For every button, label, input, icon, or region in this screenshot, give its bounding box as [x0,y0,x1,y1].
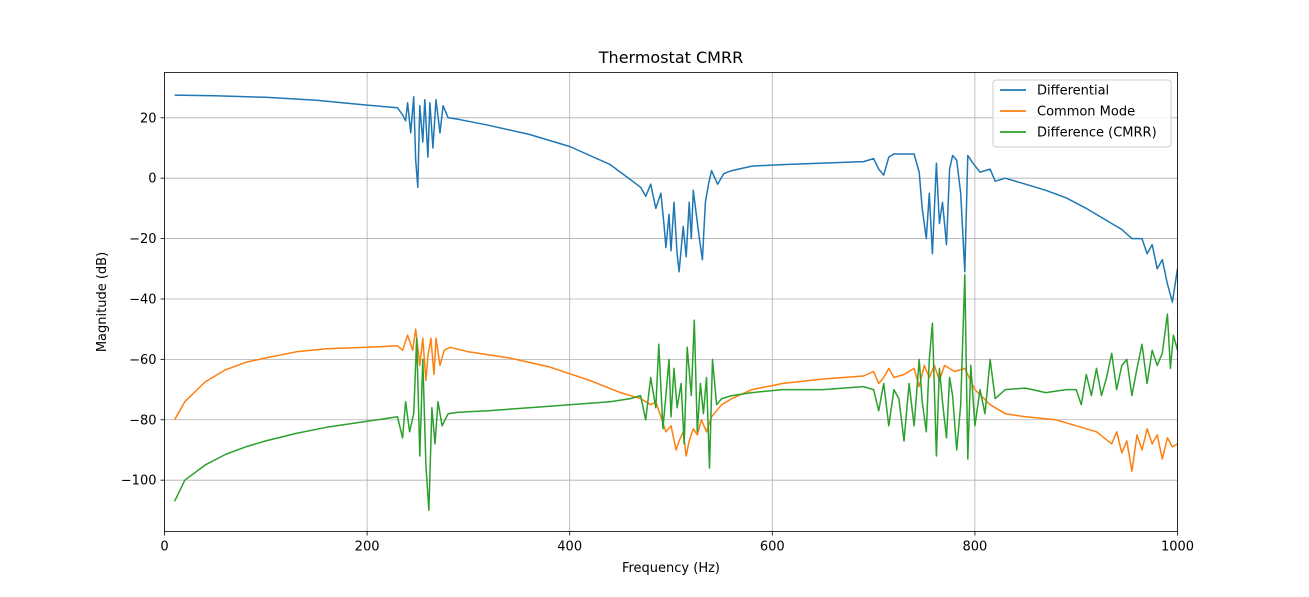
x-tick-label: 600 [760,540,785,555]
x-axis-label: Frequency (Hz) [622,561,720,576]
series-lines [173,94,1179,512]
plot-frame [164,72,1178,532]
y-tick-label: −100 [121,474,157,489]
y-tick-label: 0 [148,172,156,187]
y-tick-label: −20 [129,232,156,247]
x-tick-label: 400 [557,540,582,555]
legend-label-difference-cmrr: Difference (CMRR) [1037,126,1157,141]
x-tick-label: 800 [962,540,987,555]
series-line-difference-cmrr [173,274,1179,512]
y-tick-label: −80 [129,413,156,428]
y-tick-label: −40 [129,292,156,307]
y-tick-label: −60 [129,353,156,368]
y-tick-label: 20 [140,111,157,126]
legend: Differential Common Mode Difference (CMRR) [992,79,1172,148]
series-line-differential [174,94,1179,303]
axis-ticks: 0 200 400 600 800 1000 −100 −80 −60 −40 −20 0 20 [121,111,1194,554]
legend-label-differential: Differential [1037,84,1109,99]
x-tick-label: 1000 [1161,540,1194,555]
x-tick-label: 0 [160,540,168,555]
legend-box [992,79,1172,148]
y-axis-label: Magnitude (dB) [95,252,110,352]
legend-label-common-mode: Common Mode [1037,105,1135,120]
series-line-common-mode [173,328,1178,472]
x-tick-label: 200 [355,540,380,555]
chart-title: Thermostat CMRR [598,48,743,67]
